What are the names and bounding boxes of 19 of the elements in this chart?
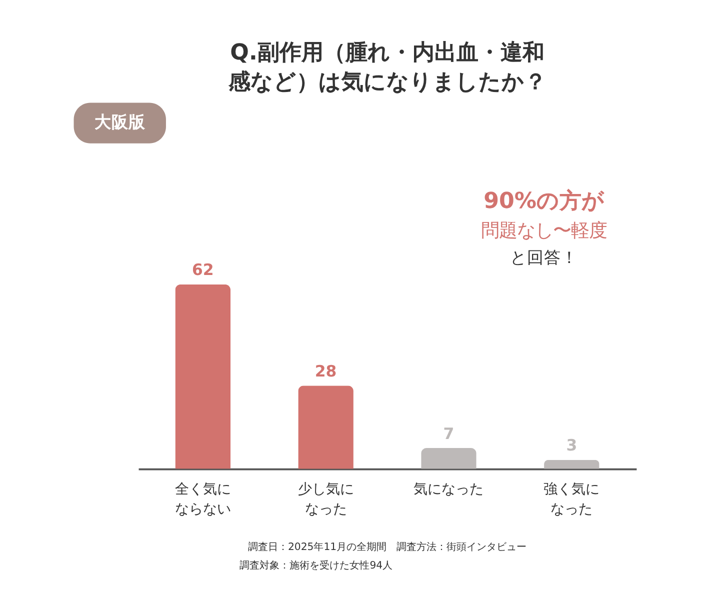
text: 大阪版: [94, 112, 146, 132]
chart-title: Q.副作用（腫れ・内出血・違和感など）は気になりましたか？: [227, 39, 546, 95]
data-label: 28: [314, 361, 337, 380]
bar: [544, 460, 600, 469]
data-label: 3: [566, 436, 578, 455]
data-label: 7: [443, 424, 454, 443]
text: 90%の方が: [484, 188, 604, 214]
x-tick-label: 全く気にならない: [174, 481, 231, 518]
text: と回答！: [510, 248, 578, 268]
text: 調査日：2025年11月の全期間 調査方法：街頭インタビュー: [248, 541, 527, 553]
x-tick-label: 気になった: [414, 481, 484, 498]
bar: [421, 448, 476, 469]
text: 調査対象：施術を受けた女性94人: [240, 559, 393, 572]
bar: [175, 284, 231, 469]
x-tick-label: 強く気になった: [544, 481, 600, 518]
x-tick-label: 少し気になった: [298, 481, 354, 518]
text: 問題なし〜軽度: [481, 220, 608, 242]
bar: [298, 386, 354, 469]
data-label: 62: [192, 260, 214, 280]
